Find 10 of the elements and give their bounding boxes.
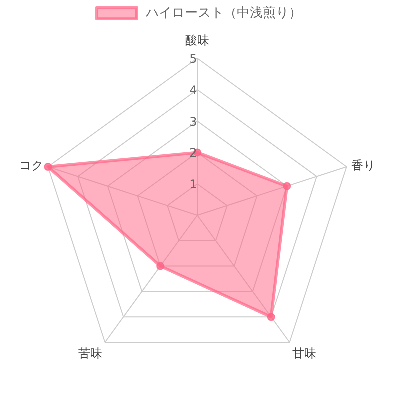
y-tick-label: 4 [190,83,198,98]
spoke-label: 香り [351,158,376,173]
y-tick-label: 1 [190,178,198,192]
spoke-label: 苦味 [78,346,102,360]
spoke-label: 酸味 [186,34,210,48]
spoke-label: コク [20,158,44,173]
legend-label: ハイロースト（中浅煎り） [146,5,302,22]
spoke-label: 甘味 [292,346,317,360]
y-tick-label: 3 [190,114,198,129]
y-tick-label: 5 [190,52,198,66]
